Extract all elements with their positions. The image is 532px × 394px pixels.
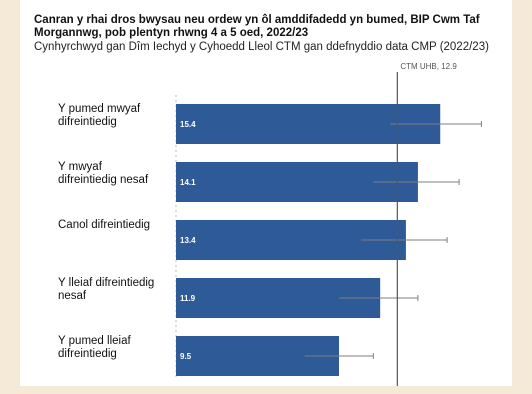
category-label-line: Y pumed lleiaf	[58, 335, 131, 347]
data-label: 15.4	[180, 120, 196, 129]
reference-line-label: CTM UHB, 12.9	[400, 62, 457, 71]
chart-subtitle: Cynhyrchwyd gan Dîm Iechyd y Cyhoedd Lle…	[34, 41, 489, 53]
data-label: 14.1	[180, 178, 196, 187]
category-label-line: Y mwyaf	[58, 161, 103, 173]
chart-panel: Canran y rhai dros bwysau neu ordew yn ô…	[20, 0, 512, 386]
category-label-line: difreintiedig	[58, 116, 117, 128]
category-label: Y pumed lleiaf difreintiedig	[58, 335, 131, 360]
data-label: 9.5	[180, 352, 192, 361]
data-label: 13.4	[180, 236, 196, 245]
category-label-line: Canol difreintiedig	[58, 219, 150, 231]
category-label: Y lleiaf difreintiedig nesaf	[58, 277, 154, 302]
category-label: Y mwyaf difreintiedig nesaf	[58, 161, 149, 186]
category-label-line: Y pumed mwyaf	[58, 103, 141, 115]
chart-title: Canran y rhai dros bwysau neu ordew yn ô…	[34, 14, 480, 39]
category-label: Y pumed mwyaf difreintiedig	[58, 103, 141, 128]
category-label-line: nesaf	[58, 290, 87, 302]
category-label-line: Y lleiaf difreintiedig	[58, 277, 154, 289]
category-label-line: difreintiedig	[58, 348, 117, 360]
data-label: 11.9	[180, 294, 196, 303]
category-label: Canol difreintiedig	[58, 219, 150, 231]
category-label-line: difreintiedig nesaf	[58, 174, 149, 186]
